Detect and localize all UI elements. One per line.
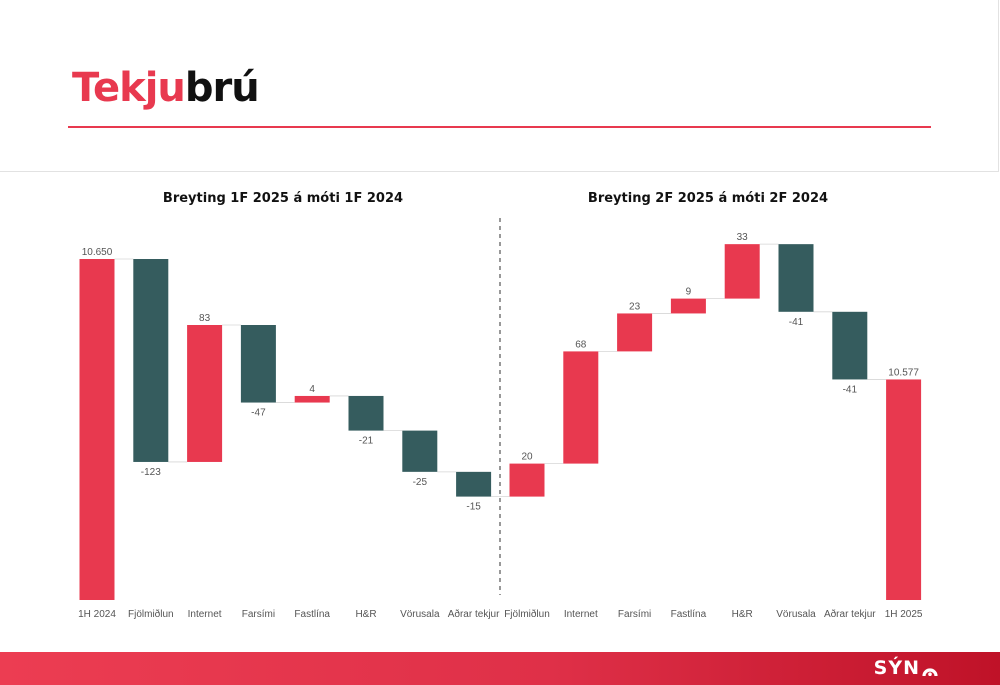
category-label-1h-2024-1: 1H 2024: [78, 609, 116, 620]
revenue-bridge-chart: Breyting 1F 2025 á móti 1F 2024 Breyting …: [78, 191, 923, 620]
category-label-fastlina-12: Fastlína: [671, 609, 707, 620]
value-label-fjolmidlun-9: 20: [521, 452, 533, 463]
brand-logo-text: SÝN: [873, 657, 920, 679]
value-label-vorusala-7: -25: [413, 477, 428, 488]
chart-title-1: Breyting 1F 2025 á móti 1F 2024: [163, 191, 403, 206]
value-label-1h-2024-1: 10.650: [82, 247, 113, 258]
bar-internet-3: [187, 325, 223, 462]
category-label-fjolmidlun-9: Fjölmiðlun: [504, 608, 550, 620]
page-title-accent: Tekju: [72, 65, 186, 111]
category-label-fjolmidlun-2: Fjölmiðlun: [128, 608, 174, 620]
category-label-internet-3: Internet: [188, 609, 222, 620]
value-label-fastlina-5: 4: [309, 384, 315, 395]
bar-fastlina-12: [670, 298, 706, 314]
value-label-fastlina-12: 9: [686, 287, 692, 298]
category-label-farsimi-4: Farsími: [242, 609, 275, 620]
value-label-h-r-6: -21: [359, 436, 374, 447]
bar-vorusala-14: [778, 244, 814, 312]
category-label-farsimi-11: Farsími: [618, 609, 651, 620]
category-label-adrar-tekjur-15: Aðrar tekjur: [824, 608, 876, 620]
bar-1h-2025-16: [886, 379, 922, 600]
bar-1h-2024-1: [79, 259, 115, 600]
category-label-h-r-6: H&R: [355, 609, 376, 620]
category-label-internet-10: Internet: [564, 609, 598, 620]
value-label-internet-10: 68: [575, 339, 587, 350]
category-label-h-r-13: H&R: [732, 609, 753, 620]
bar-fastlina-5: [294, 395, 330, 403]
chart-title-2: Breyting 2F 2025 á móti 2F 2024: [588, 191, 828, 206]
value-label-farsimi-11: 23: [629, 301, 641, 312]
bar-farsimi-4: [240, 325, 276, 403]
bar-vorusala-7: [402, 430, 438, 472]
value-label-1h-2025-16: 10.577: [888, 367, 919, 378]
value-label-adrar-tekjur-15: -41: [843, 384, 858, 395]
value-label-farsimi-4: -47: [251, 408, 266, 419]
bar-adrar-tekjur-8: [456, 471, 492, 497]
value-label-adrar-tekjur-8: -15: [466, 502, 481, 513]
bar-h-r-6: [348, 395, 384, 431]
value-label-h-r-13: 33: [737, 232, 749, 243]
bar-fjolmidlun-2: [133, 259, 169, 462]
category-label-vorusala-14: Vörusala: [776, 609, 816, 620]
value-label-vorusala-14: -41: [789, 317, 804, 328]
value-label-fjolmidlun-2: -123: [141, 467, 161, 478]
bar-fjolmidlun-9: [509, 463, 545, 497]
bar-internet-10: [563, 351, 599, 464]
bar-h-r-13: [724, 244, 760, 299]
category-label-fastlina-5: Fastlína: [294, 609, 330, 620]
value-label-internet-3: 83: [199, 313, 211, 324]
bar-adrar-tekjur-15: [832, 311, 868, 380]
header-panel: Tekjubrú: [0, 0, 999, 172]
footer-bar: SÝN: [0, 652, 1000, 685]
page-title: Tekjubrú: [72, 60, 260, 116]
category-label-vorusala-7: Vörusala: [400, 609, 440, 620]
category-label-adrar-tekjur-8: Aðrar tekjur: [448, 608, 500, 620]
brand-logo-icon: [922, 668, 938, 677]
title-underline: [68, 126, 931, 128]
category-label-1h-2025-16: 1H 2025: [885, 609, 923, 620]
bar-farsimi-11: [617, 313, 653, 352]
page-title-rest: brú: [184, 65, 260, 111]
